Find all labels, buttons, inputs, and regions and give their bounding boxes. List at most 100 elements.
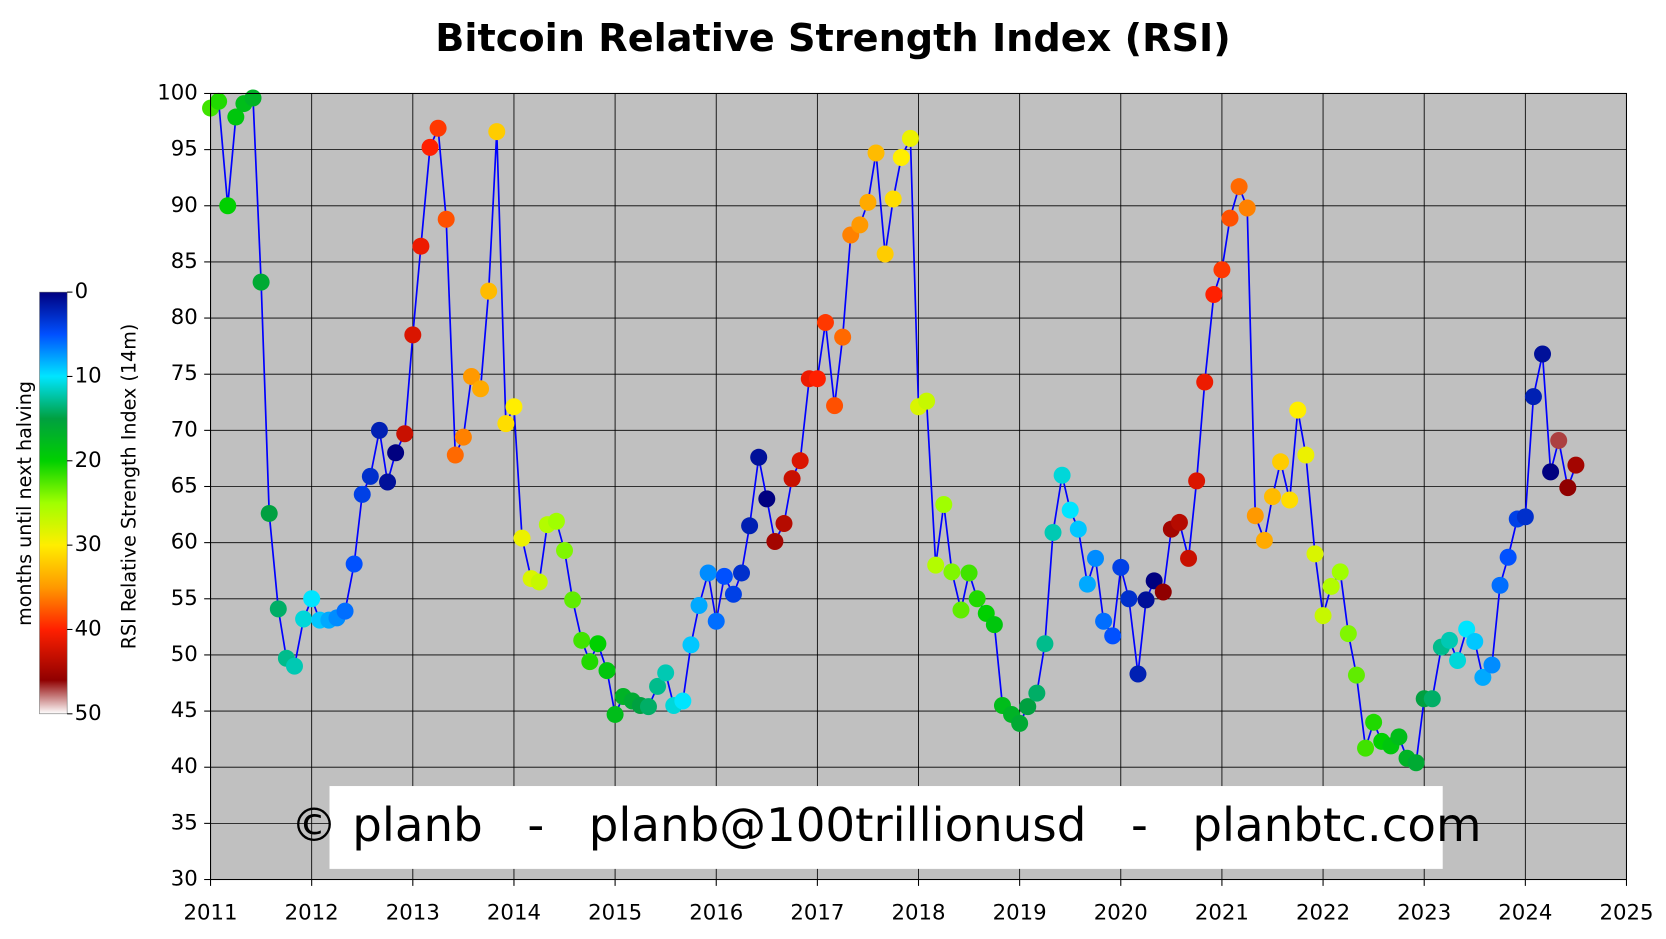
y-tick-label: 50 [171,642,198,667]
rsi-point [775,515,793,533]
rsi-point [826,397,844,415]
rsi-point [1180,549,1198,567]
rsi-point [859,193,877,211]
rsi-point [649,677,667,695]
x-tick-label: 2014 [487,901,541,926]
rsi-point [573,631,591,649]
rsi-point [1069,520,1087,538]
rsi-point [1524,388,1542,406]
rsi-point [1129,665,1147,683]
rsi-point [210,92,228,110]
rsi-point [1246,507,1264,525]
x-tick-label: 2024 [1498,901,1552,926]
rsi-point [639,698,657,716]
rsi-point [361,467,379,485]
rsi-point [1019,698,1037,716]
rsi-point [497,415,515,433]
rsi-point [252,273,270,291]
rsi-point [1466,632,1484,650]
y-tick-label: 85 [171,249,198,274]
rsi-point [715,567,733,585]
rsi-point [960,564,978,582]
rsi-point [387,444,405,462]
rsi-point [918,392,936,410]
rsi-point [303,590,321,608]
rsi-point [1458,620,1476,638]
rsi-point [1087,549,1104,567]
y-tick-label: 35 [171,810,198,835]
rsi-point [1154,583,1172,601]
rsi-point [1491,576,1509,594]
rsi-point [1196,373,1214,391]
rsi-point [1230,178,1248,196]
rsi-point [985,616,1003,634]
rsi-point [379,473,397,491]
rsi-point [1440,631,1458,649]
x-tick-label: 2020 [1094,901,1148,926]
rsi-point [1474,668,1492,686]
rsi-point [1095,612,1113,630]
rsi-point [1238,199,1256,217]
chart-title: Bitcoin Relative Strength Index (RSI) [435,17,1230,61]
rsi-point [437,210,455,228]
rsi-point [556,542,574,559]
rsi-point [1449,652,1467,670]
rsi-point [901,129,919,147]
rsi-point [1213,261,1231,279]
rsi-point [1120,590,1138,608]
rsi-point [285,657,303,675]
rsi-point [412,237,430,255]
y-tick-label: 55 [171,586,198,611]
y-tick-label: 80 [171,305,198,330]
rsi-point [733,564,751,582]
x-tick-label: 2021 [1195,901,1249,926]
colorbar-tick-label: 40 [75,616,102,641]
rsi-point [530,573,548,591]
rsi-point [446,446,464,464]
rsi-point [1390,728,1408,746]
rsi-point [851,216,869,234]
rsi-point [690,597,708,615]
rsi-point [1104,627,1122,645]
rsi-point [1205,285,1223,303]
x-tick-label: 2017 [790,901,844,926]
rsi-point [927,556,945,574]
rsi-point [750,448,768,466]
x-tick-label: 2013 [386,901,440,926]
rsi-point [244,89,262,107]
rsi-point [884,190,902,208]
rsi-point [1170,513,1188,531]
rsi-point [699,564,717,582]
y-tick-label: 45 [171,698,198,723]
rsi-point [741,517,759,535]
rsi-point [952,601,970,619]
rsi-point [581,653,599,671]
x-tick-label: 2011 [184,901,238,926]
colorbar-tick-label: 20 [75,448,102,473]
rsi-point [1347,666,1365,684]
x-tick-label: 2022 [1296,901,1350,926]
rsi-point [1281,491,1299,509]
colorbar-label: months until next halving [13,381,36,626]
x-tick-label: 2025 [1599,901,1653,926]
rsi-point [1559,479,1577,497]
rsi-point [834,328,852,346]
colorbar-tick-label: 50 [75,701,102,726]
rsi-point [1011,714,1029,732]
rsi-point [488,123,506,141]
rsi-point [1255,531,1273,549]
rsi-point [219,197,237,215]
rsi-point [227,108,245,126]
rsi-point [396,425,414,443]
rsi-point [1272,453,1290,471]
y-tick-label: 40 [171,754,198,779]
rsi-point [1550,431,1568,449]
rsi-point [707,612,725,630]
rsi-point [1365,713,1383,731]
x-tick-label: 2023 [1397,901,1451,926]
rsi-point [1542,463,1560,481]
rsi-point [968,590,986,608]
rsi-point [1407,754,1425,772]
rsi-point [269,600,287,618]
